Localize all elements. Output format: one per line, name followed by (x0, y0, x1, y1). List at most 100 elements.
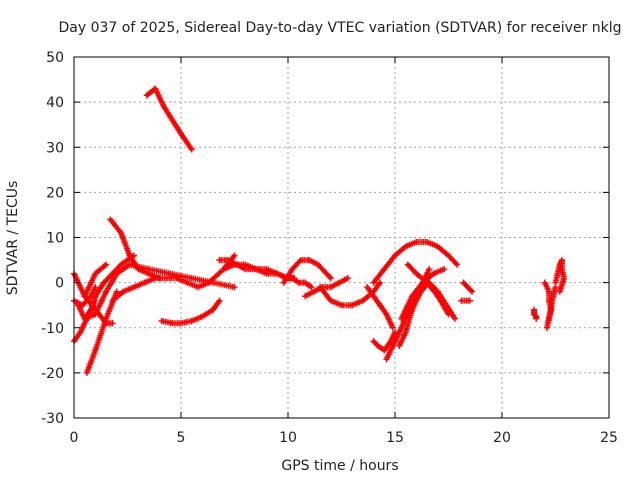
data-point (77, 329, 84, 336)
data-point (556, 288, 563, 295)
data-point (160, 103, 167, 110)
data-point (370, 293, 377, 300)
data-point (454, 261, 461, 268)
data-point (424, 279, 431, 286)
data-point (92, 347, 99, 354)
series-arc-10 (143, 85, 195, 153)
y-tick-label: 30 (46, 140, 64, 156)
data-point (252, 266, 259, 273)
y-tick-label: 10 (46, 231, 64, 247)
data-point (242, 261, 249, 268)
data-point (178, 320, 184, 327)
data-point (314, 261, 321, 268)
data-point (75, 302, 82, 309)
data-point (143, 92, 150, 99)
data-point (383, 356, 390, 363)
data-point (389, 342, 396, 349)
data-point (282, 275, 289, 282)
data-point (323, 270, 330, 277)
data-point (109, 320, 116, 327)
data-point (543, 324, 550, 331)
data-point (413, 270, 420, 277)
data-point (302, 293, 309, 300)
data-point (205, 279, 212, 286)
x-tick-label: 25 (600, 430, 618, 446)
data-point (158, 317, 165, 324)
data-point (92, 270, 99, 277)
data-point (404, 261, 411, 268)
x-tick-label: 5 (177, 430, 186, 446)
data-point (199, 313, 206, 320)
data-point (317, 284, 324, 291)
series-arc-11 (158, 297, 223, 327)
series-arc-27 (531, 306, 540, 322)
series-arc-8 (107, 216, 163, 282)
data-point (381, 347, 388, 354)
data-point (145, 270, 152, 277)
chart-title: Day 037 of 2025, Sidereal Day-to-day VTE… (59, 20, 622, 36)
series-arc-6 (81, 261, 110, 300)
data-point (220, 266, 227, 273)
data-point (103, 315, 110, 322)
series-arc-18 (364, 284, 396, 331)
y-tick-label: -10 (41, 321, 64, 337)
data-point (88, 306, 95, 313)
series-marks (143, 85, 195, 153)
data-point (289, 275, 296, 282)
series-arc-19 (370, 329, 398, 354)
data-point (308, 284, 315, 291)
data-point (556, 261, 563, 268)
data-point (387, 338, 394, 345)
data-point (434, 293, 441, 300)
y-axis-label: SDTVAR / TECUs (5, 181, 21, 296)
data-point (173, 275, 180, 282)
data-point (413, 239, 420, 246)
data-point (402, 329, 409, 336)
data-point (402, 243, 409, 250)
data-point (327, 275, 334, 282)
x-tick-label: 15 (386, 430, 404, 446)
data-point (349, 302, 356, 309)
axis-ticks (73, 56, 610, 419)
data-point (398, 324, 405, 331)
x-tick-labels: 0 5 10 15 20 25 (70, 430, 618, 446)
series-marks (370, 239, 461, 286)
data-point (554, 270, 561, 277)
data-point (389, 324, 396, 331)
data-point (280, 279, 287, 286)
data-point (409, 306, 416, 313)
data-point (231, 261, 238, 268)
data-point (469, 288, 476, 295)
data-point (92, 311, 99, 318)
data-point (381, 266, 388, 273)
data-point (426, 266, 433, 273)
data-point (434, 243, 441, 250)
data-point (263, 270, 270, 277)
data-point (392, 252, 398, 259)
data-point (359, 297, 366, 304)
x-tick-label: 0 (70, 430, 79, 446)
data-point (370, 338, 377, 345)
y-tick-label: -30 (41, 411, 64, 427)
data-point (92, 293, 99, 300)
data-point (92, 284, 99, 291)
data-point (364, 284, 371, 291)
data-point (103, 288, 110, 295)
series-arc-17 (317, 279, 384, 309)
data-point (167, 270, 174, 277)
data-point (130, 284, 137, 291)
data-point (231, 284, 238, 291)
data-point (546, 315, 553, 322)
data-point (118, 261, 125, 268)
data-point (409, 293, 416, 300)
data-point (546, 288, 553, 295)
data-point (396, 342, 403, 349)
data-point (88, 279, 95, 286)
series-arc-15 (282, 275, 315, 291)
data-point (216, 257, 223, 264)
data-point (135, 266, 142, 273)
data-point (336, 279, 343, 286)
x-tick-label: 20 (493, 430, 511, 446)
data-point (541, 279, 548, 286)
data-point (552, 279, 559, 286)
